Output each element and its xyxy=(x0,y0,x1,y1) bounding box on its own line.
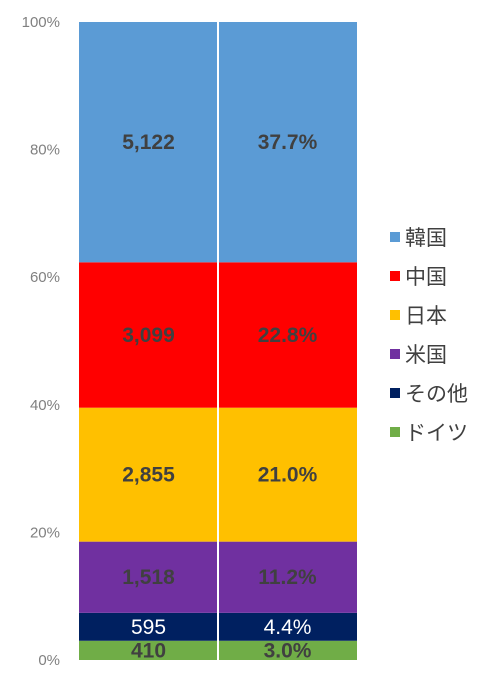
share-label-series-4: 22.8% xyxy=(258,324,318,347)
legend-swatch xyxy=(390,310,400,320)
y-tick-label: 40% xyxy=(30,397,60,414)
legend-label: その他 xyxy=(405,383,468,406)
legend-label: 米国 xyxy=(405,344,447,367)
y-tick-label: 20% xyxy=(30,524,60,541)
legend-swatch xyxy=(390,427,400,437)
share-label-series-5: 37.7% xyxy=(258,131,318,154)
y-axis-ticks: 0% 20% 40% 60% 80% 100% xyxy=(22,14,60,669)
count-label-series-4: 3,099 xyxy=(122,324,175,347)
y-tick-label: 60% xyxy=(30,269,60,286)
count-label-series-5: 5,122 xyxy=(122,131,175,154)
legend-label: ドイツ xyxy=(405,422,468,445)
bar-segments xyxy=(79,22,357,660)
legend-label: 中国 xyxy=(405,266,447,289)
legend-swatch xyxy=(390,349,400,359)
share-label-series-3: 21.0% xyxy=(258,464,318,487)
share-label-series-2: 11.2% xyxy=(258,566,317,589)
y-tick-label: 0% xyxy=(38,652,60,669)
count-label-series-1: 595 xyxy=(131,616,166,639)
share-label-series-0: 3.0% xyxy=(264,639,312,662)
y-tick-label: 100% xyxy=(22,14,60,31)
legend-swatch xyxy=(390,388,400,398)
legend-swatch xyxy=(390,271,400,281)
y-tick-label: 80% xyxy=(30,142,60,159)
count-label-series-0: 410 xyxy=(131,639,166,662)
share-label-series-1: 4.4% xyxy=(264,616,312,639)
count-label-series-2: 1,518 xyxy=(122,566,175,589)
count-label-series-3: 2,855 xyxy=(122,464,175,487)
data-labels: 410 3.0% 595 4.4% 1,518 11.2% 2,855 21.0% 3,099 2… xyxy=(122,131,317,662)
legend-label: 韓国 xyxy=(405,227,447,250)
legend-swatch xyxy=(390,232,400,242)
legend-label: 日本 xyxy=(405,305,447,328)
